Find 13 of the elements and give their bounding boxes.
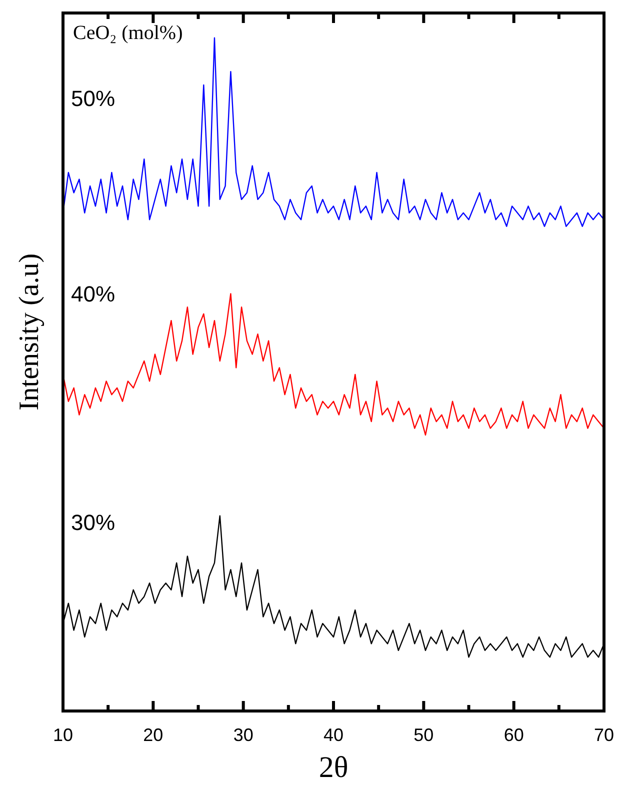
x-tick-label: 10: [52, 725, 74, 745]
x-axis-title: 2θ: [318, 751, 348, 784]
x-tick-label: 30: [233, 725, 254, 745]
x-tick-label: 70: [594, 725, 614, 745]
y-axis-title: Intensity (a.u): [14, 253, 45, 411]
legend-title: CeO₂ (mol%): [73, 22, 183, 44]
x-tick-label: 60: [504, 725, 524, 745]
text: 40%: [71, 281, 116, 306]
x-tick-label: 50: [414, 725, 434, 745]
text: 30%: [71, 510, 116, 536]
x-tick-label: 40: [323, 725, 344, 745]
text: 50%: [71, 86, 116, 112]
x-tick-label: 20: [143, 725, 164, 745]
